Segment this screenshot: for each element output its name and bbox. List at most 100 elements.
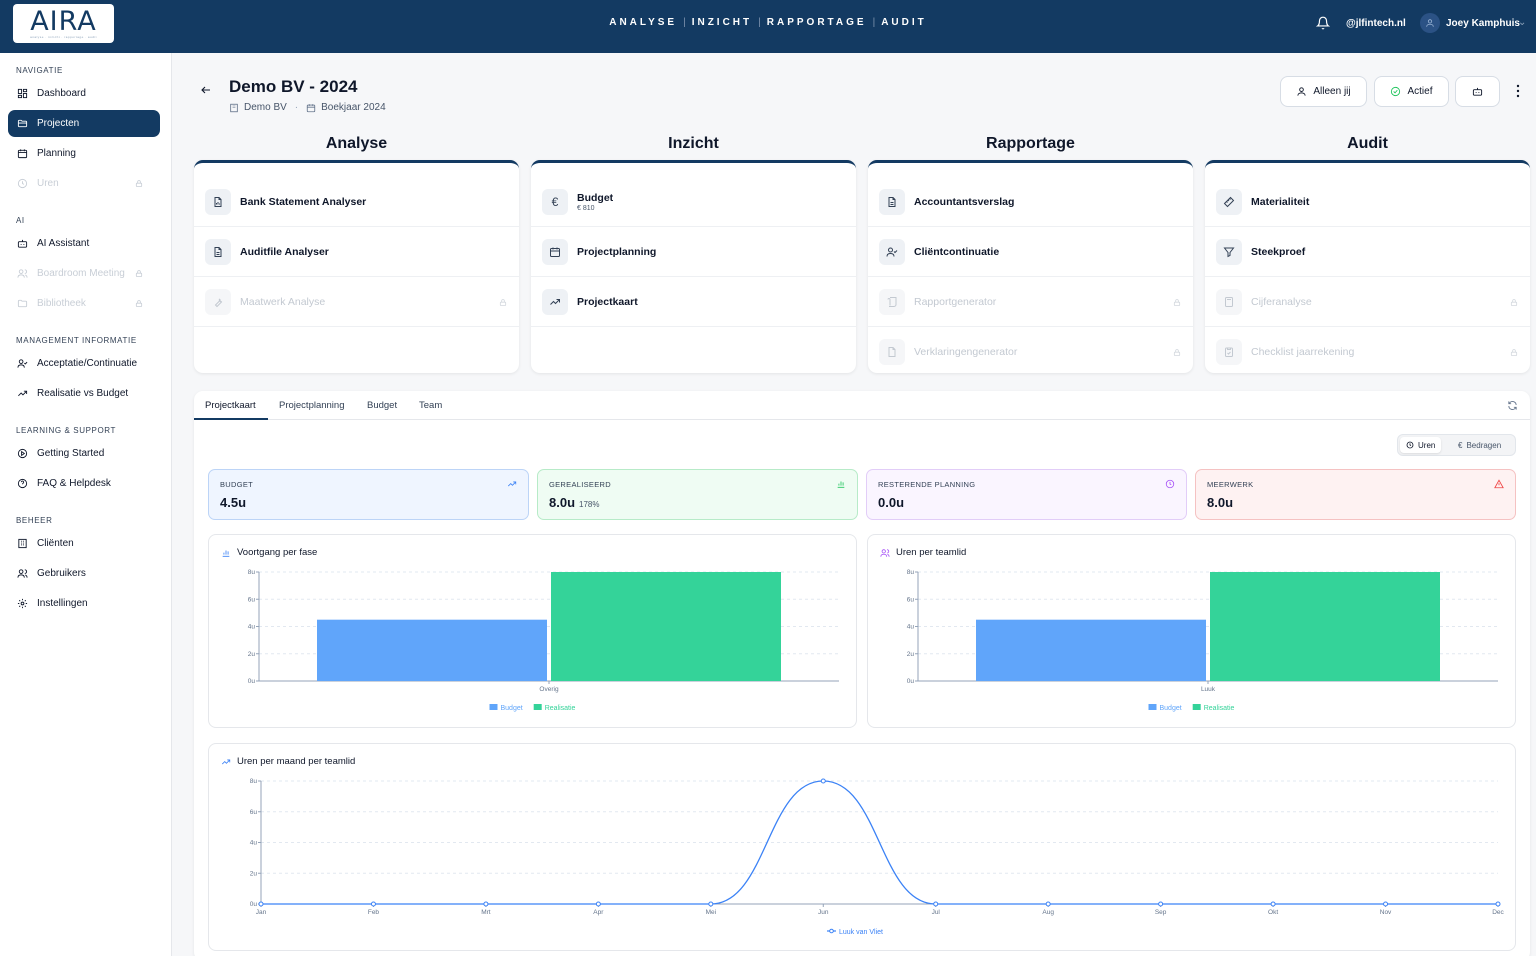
tool-label: Verklaringengenerator [914,346,1018,358]
users-icon [880,548,890,557]
tab-projectkaart[interactable]: Projectkaart [205,400,256,411]
sidebar-item-projecten[interactable]: Projecten [8,110,160,137]
tool-steekproef[interactable]: Steekproef [1205,227,1530,277]
toggle-bedragen[interactable]: € Bedragen [1452,437,1507,453]
kpi-label: MEERWERK [1207,480,1254,489]
x-tick-label: Okt [1268,909,1278,916]
sidebar-item-acceptatie-continuatie[interactable]: Acceptatie/Continuatie [8,350,160,377]
x-tick-label: Sep [1155,909,1167,916]
calendar-icon [17,149,28,159]
kpi-value: 8.0u [1207,495,1234,510]
arrow-left-icon[interactable] [199,84,213,96]
tool-projectplanning[interactable]: Projectplanning [531,227,856,277]
sidebar-item-faq-helpdesk[interactable]: FAQ & Helpdesk [8,470,160,497]
tool-auditfile-analyser[interactable]: Auditfile Analyser [194,227,519,277]
legend-label: Budget [501,705,523,712]
legend-swatch [1192,704,1201,710]
alert-triangle-icon [1494,479,1504,489]
clock-icon [1406,441,1414,449]
lock-icon [1510,299,1518,306]
topnav-audit[interactable]: AUDIT [881,17,927,28]
euro-icon: € [551,194,559,209]
kpi-value: 0.0u [878,495,905,510]
tool-label: Projectplanning [577,245,657,258]
bot-icon [1472,87,1483,96]
breadcrumb-client[interactable]: Demo BV [244,102,287,113]
y-tick-label: 6u [248,596,256,603]
tool-cijferanalyse[interactable]: Cijferanalyse [1205,277,1530,327]
category-card-analyse: Bank Statement Analyser Auditfile Analys… [194,160,519,373]
bar-realisatie [1210,572,1440,681]
avatar[interactable] [1420,13,1440,33]
y-tick-label: 8u [250,778,258,785]
tool-sublabel: € 810 [577,204,595,212]
y-tick-label: 4u [907,624,915,631]
ai-bot-button[interactable] [1455,76,1500,107]
sidebar-item-boardroom-meeting[interactable]: Boardroom Meeting [8,260,160,287]
sidebar-item-ai-assistant[interactable]: AI Assistant [8,230,160,257]
tool-budget[interactable]: € Budget € 810 [531,177,856,227]
tool-accountantsverslag[interactable]: Accountantsverslag [868,177,1193,227]
sidebar-item-clienten[interactable]: Cliënten [8,530,160,557]
tool-label: Materialiteit [1251,195,1310,208]
user-name[interactable]: Joey Kamphuis [1446,18,1520,29]
tool-maatwerk-analyse[interactable]: Maatwerk Analyse [194,277,519,327]
tab-team[interactable]: Team [419,400,443,411]
chart-title: Voortgang per fase [221,547,317,558]
chevron-down-icon[interactable]: ⌄ [1518,17,1527,28]
users-icon [17,269,28,278]
users-icon [17,569,28,578]
ruler-icon [1223,196,1235,207]
actief-label: Actief [1407,86,1433,97]
data-point [370,901,376,907]
grid-icon [17,88,28,99]
category-card-audit: Materialiteit Steekproef Cijferanalyse C… [1205,160,1530,373]
data-point [1045,901,1051,907]
trend-icon [221,759,231,764]
sidebar-item-planning[interactable]: Planning [8,140,160,167]
sidebar-item-label: Cliënten [37,538,74,549]
bar-budget [317,619,547,681]
help-icon [17,478,28,489]
sidebar-item-instellingen[interactable]: Instellingen [8,590,160,617]
y-tick-label: 2u [907,651,915,658]
tool-verklaringengenerator[interactable]: Verklaringengenerator [868,327,1193,373]
toggle-bedragen-label: Bedragen [1466,440,1502,450]
actief-button[interactable]: Actief [1374,76,1449,107]
more-vertical-icon[interactable] [1513,84,1523,98]
kpi-label: RESTERENDE PLANNING [878,480,976,489]
sidebar-item-gebruikers[interactable]: Gebruikers [8,560,160,587]
y-tick-label: 0u [250,901,258,908]
breadcrumb-year[interactable]: Boekjaar 2024 [321,102,386,113]
topnav-analyse[interactable]: ANALYSE [609,17,678,28]
tab-projectplanning[interactable]: Projectplanning [279,400,345,411]
sidebar-item-uren[interactable]: Uren [8,170,160,197]
alleen-jij-button[interactable]: Alleen jij [1280,76,1367,107]
category-title-inzicht: Inzicht [668,135,719,152]
category-title-rapportage: Rapportage [986,135,1075,152]
tool-bank-statement-analyser[interactable]: Bank Statement Analyser [194,177,519,227]
aira-logo[interactable]: AIRA analyse · inzicht · rapportage · au… [13,4,114,43]
tool-label: Cijferanalyse [1251,295,1312,308]
tool-checklist-jaarrekening[interactable]: Checklist jaarrekening [1205,327,1530,373]
refresh-icon[interactable] [1507,400,1518,411]
data-point [1383,901,1389,907]
sidebar-item-realisatie-vs-budget[interactable]: Realisatie vs Budget [8,380,160,407]
tool-projectkaart[interactable]: Projectkaart [531,277,856,327]
sidebar-item-label: Dashboard [37,88,86,99]
tab-budget[interactable]: Budget [367,400,398,411]
sidebar-item-dashboard[interactable]: Dashboard [8,80,160,107]
tool-materialiteit[interactable]: Materialiteit [1205,177,1530,227]
y-tick-label: 2u [250,870,258,877]
tool-rapportgenerator[interactable]: Rapportgenerator [868,277,1193,327]
sidebar-item-getting-started[interactable]: Getting Started [8,440,160,467]
active-tab-indicator [194,418,268,420]
lock-icon [1510,349,1518,356]
tool-clientcontinuatie[interactable]: Cliëntcontinuatie [868,227,1193,277]
bell-icon[interactable] [1316,16,1330,30]
sidebar-item-bibliotheek[interactable]: Bibliotheek [8,290,160,317]
topnav-rapportage[interactable]: RAPPORTAGE [766,17,867,28]
topnav-inzicht[interactable]: INZICHT [691,17,753,28]
top-bar: AIRA analyse · inzicht · rapportage · au… [0,0,1536,53]
toggle-uren[interactable]: Uren [1400,437,1442,453]
